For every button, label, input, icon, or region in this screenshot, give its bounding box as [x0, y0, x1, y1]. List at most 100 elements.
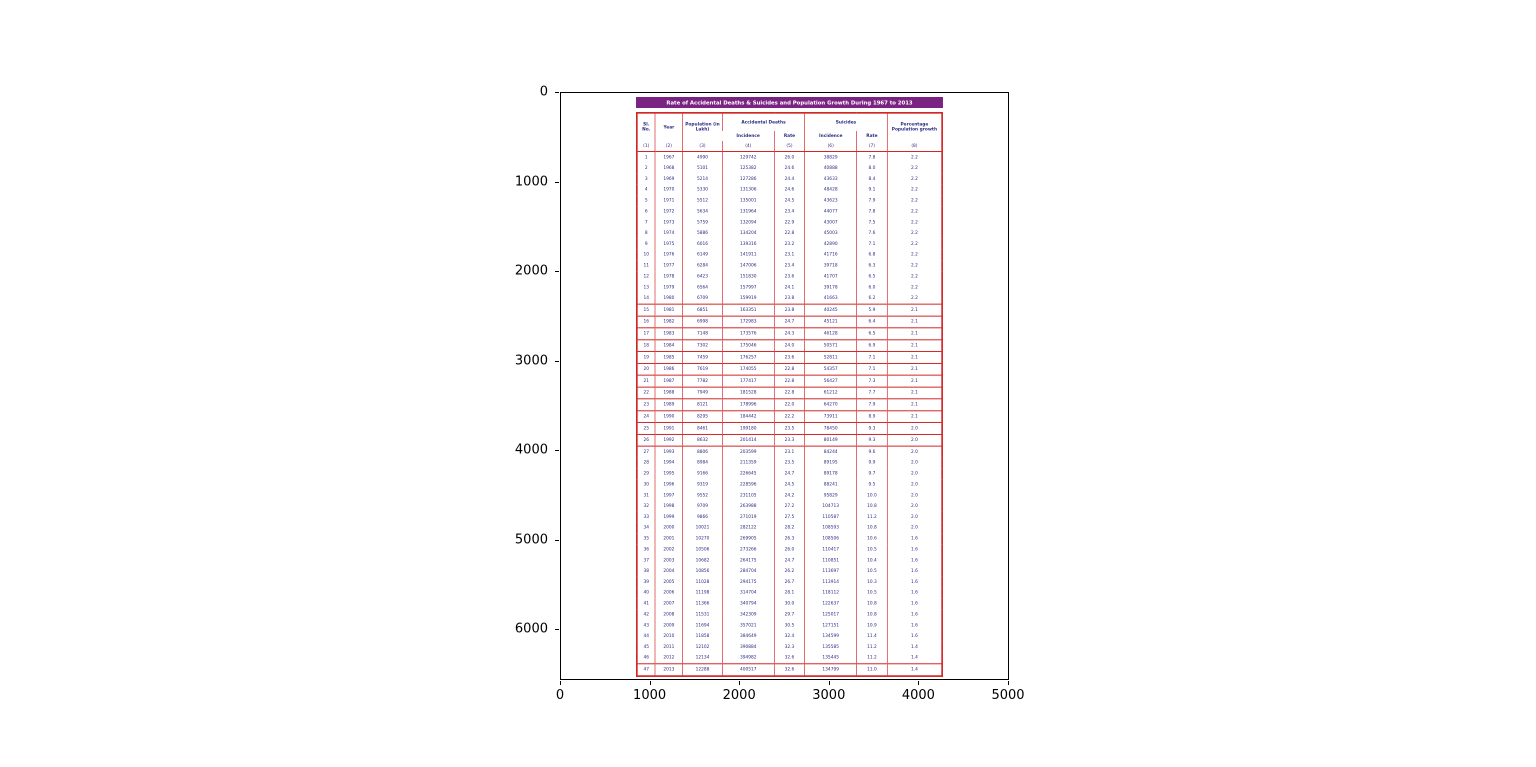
table-cell: 7.1 — [856, 238, 888, 250]
table-cell: 7.8 — [856, 151, 888, 163]
table-cell: 2.1 — [886, 315, 943, 329]
table-cell: 30 — [643, 481, 649, 487]
table-cell: 6.4 — [856, 315, 888, 329]
table-row: 23 1989 8121 178996 22.0 64270 7.9 2.1 — [636, 398, 943, 412]
table-cell: 6 — [644, 208, 648, 214]
table-cell: 2.2 — [886, 292, 943, 305]
table-cell: 6564 — [682, 281, 723, 293]
table-cell: 1.6 — [886, 565, 943, 577]
table-cell: 43007 — [804, 216, 857, 228]
y-tick-mark — [555, 360, 559, 362]
table-cell: 36 — [643, 546, 649, 552]
table-cell: 23.5 — [773, 421, 805, 435]
table-cell: 7.9 — [856, 195, 888, 207]
table-cell: 1.6 — [886, 598, 943, 610]
table-cell: 5 — [644, 197, 648, 203]
table-cell: 11.2 — [856, 511, 888, 523]
table-cell: 2.1 — [886, 339, 943, 352]
table-row: 15 1981 6851 163351 23.8 40245 5.9 2.1 — [636, 303, 943, 317]
table-cell: 178996 — [721, 398, 775, 412]
x-tick-label: 5000 — [991, 688, 1025, 703]
table-cell: 88241 — [804, 479, 857, 490]
table-cell: 122637 — [804, 598, 857, 610]
header-colnum-5: (5) — [773, 140, 805, 152]
table-cell: 10.0 — [856, 489, 888, 501]
header-population: Population (in Lakh) — [682, 112, 723, 141]
table-cell: 23.3 — [773, 433, 805, 447]
table-cell: 2002 — [654, 544, 683, 555]
table-cell: 23.1 — [773, 249, 805, 261]
table-body: 1 1967 4990 129742 26.0 38829 7.8 2.2 2 1968 5101 1… — [636, 151, 943, 676]
table-cell: 2.0 — [886, 446, 943, 458]
table-cell: 26.3 — [773, 533, 805, 545]
table-cell: 1.6 — [886, 554, 943, 566]
table-row: 21 1987 7782 177417 22.8 56427 7.3 2.1 — [636, 374, 943, 388]
table-cell: 5330 — [682, 184, 723, 196]
table-cell: 184442 — [721, 410, 775, 423]
header-colnum-7: (7) — [856, 140, 888, 152]
table-cell: 37 — [643, 557, 649, 563]
table-row: 45 2011 12102 390884 32.3 135585 11.2 1.4 — [637, 641, 943, 653]
table-cell: 5886 — [682, 227, 723, 239]
y-tick-label: 3000 — [514, 353, 548, 368]
x-tick-label: 4000 — [901, 688, 935, 703]
table-cell: 2009 — [654, 619, 683, 631]
table-cell: 1978 — [654, 271, 683, 282]
y-tick-label: 2000 — [514, 263, 548, 279]
table-cell: 22.0 — [773, 398, 805, 412]
table-cell: 41 — [643, 600, 649, 606]
table-cell: 1969 — [654, 173, 683, 185]
table-cell: 23.8 — [773, 303, 805, 317]
table-cell: 175046 — [721, 339, 775, 352]
table-cell: 1992 — [654, 433, 683, 447]
table-cell: 2.0 — [886, 433, 943, 447]
table-cell: 24.4 — [773, 173, 805, 185]
table-cell: 390884 — [721, 641, 775, 653]
table-cell: 22 — [636, 386, 656, 400]
table-cell: 9552 — [682, 489, 723, 501]
table-cell: 141911 — [721, 249, 775, 261]
table-cell: 1967 — [654, 151, 683, 163]
table-cell: 21 — [636, 374, 656, 388]
table-cell: 12134 — [682, 652, 723, 664]
table-cell: 104713 — [804, 500, 857, 512]
table-scaled-content: Rate of Accidental Deaths & Suicides and… — [636, 97, 943, 677]
table-cell: 1985 — [654, 350, 683, 364]
table-cell: 52811 — [804, 350, 857, 364]
header-acc-incidence: Incidence — [736, 133, 760, 139]
table-cell: 231105 — [721, 489, 775, 501]
table-row: 26 1992 8632 201414 23.3 80149 9.3 2.0 — [636, 433, 943, 447]
table-cell: 6.3 — [856, 260, 888, 272]
table-cell: 10.9 — [856, 619, 888, 631]
table-row: 31 1997 9552 231105 24.2 95829 10.0 2.0 — [637, 489, 943, 501]
y-tick-mark — [555, 181, 559, 183]
table-cell: 1.6 — [886, 544, 943, 555]
table-cell: 10.3 — [856, 576, 888, 588]
table-cell: 3 — [644, 176, 648, 182]
table-row: 34 2000 10021 282122 28.2 108593 10.8 2.0 — [637, 522, 943, 534]
table-cell: 7.8 — [856, 206, 888, 217]
table-cell: 176257 — [721, 350, 775, 364]
table-cell: 9319 — [682, 479, 723, 490]
table-cell: 7.5 — [856, 216, 888, 228]
table-cell: 7 — [644, 219, 648, 225]
table-cell: 177417 — [721, 374, 775, 388]
table-cell: 89195 — [804, 457, 857, 469]
table-cell: 8984 — [682, 457, 723, 469]
table-cell: 2.0 — [886, 489, 943, 501]
table-cell: 28 — [643, 460, 649, 466]
table-cell: 27 — [643, 449, 649, 455]
table-cell: 28.2 — [773, 522, 805, 534]
table-cell: 2.0 — [886, 511, 943, 523]
table-cell: 2001 — [654, 533, 683, 545]
y-tick-label: 5000 — [514, 532, 548, 547]
table-cell: 32.6 — [773, 663, 805, 676]
table-row: 41 2007 11366 340794 30.0 122637 10.8 1.6 — [637, 598, 943, 610]
table-cell: 11.4 — [856, 630, 888, 642]
table-cell: 56427 — [804, 374, 857, 388]
table-cell: 394982 — [721, 652, 775, 664]
table-cell: 1998 — [654, 500, 683, 512]
table-cell: 23.2 — [773, 238, 805, 250]
header-year: Year — [654, 112, 683, 141]
table-cell: 23.4 — [773, 206, 805, 217]
